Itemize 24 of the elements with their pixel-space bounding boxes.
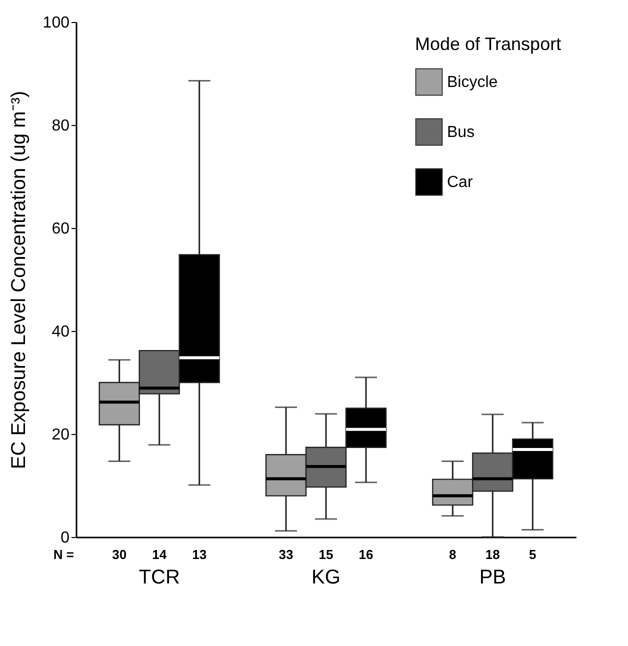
legend-label: Car [447,174,474,191]
text: 30 [112,547,127,562]
legend-title: Mode of Transport [415,34,562,54]
y-tick-label: 80 [52,118,70,134]
x-tick-label: KG [312,566,340,588]
y-axis-title: EC Exposure Level Concentration (ug m⁻³) [8,90,30,470]
text: 15 [318,547,334,562]
x-tick-label: TCR [138,566,180,588]
text: 5 [529,547,536,562]
legend-label: Bicycle [447,74,498,91]
text: 8 [449,547,456,562]
x-tick-label: PB [479,566,506,588]
y-tick-label: 60 [52,220,70,238]
y-tick-label: 100 [42,14,70,32]
text: 14 [152,547,167,562]
text: 16 [358,547,374,562]
text: N = [53,547,74,562]
text: 13 [192,547,207,562]
text: 18 [485,547,500,562]
y-tick-label: 40 [52,324,70,340]
legend-label: Bus [447,124,475,141]
y-tick-label: 0 [60,530,70,546]
text: 33 [278,547,294,562]
y-tick-label: 20 [52,426,70,444]
